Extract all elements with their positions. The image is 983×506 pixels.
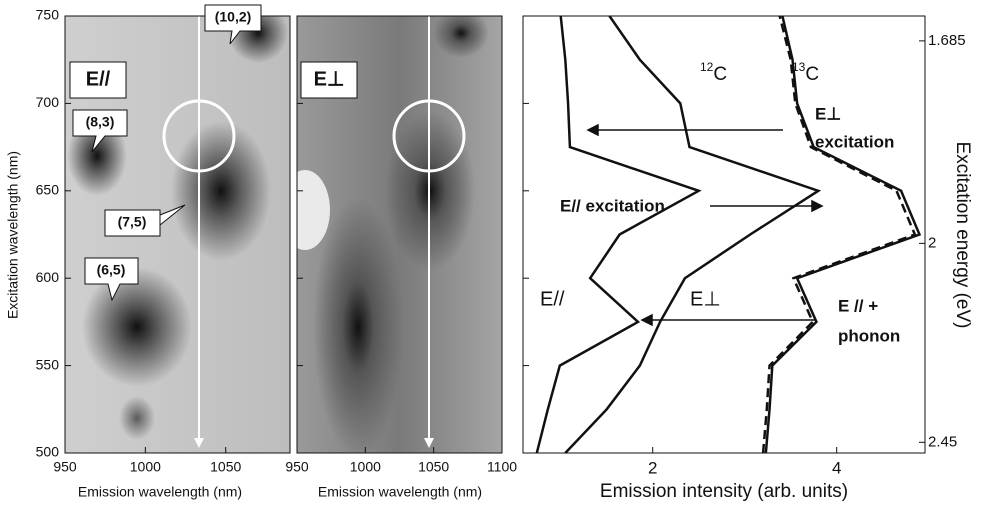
x-tick-label: 1050 (418, 459, 449, 475)
isotope-label: 13C (792, 60, 819, 85)
x-tick-label: 950 (53, 459, 77, 475)
x-tick-label: 1000 (130, 459, 161, 475)
annotation: (7,5) (118, 214, 147, 230)
annotation: (10,2) (215, 9, 252, 25)
x-tick-label: 1000 (350, 459, 381, 475)
annotation: excitation (815, 132, 894, 151)
x-tick-label: 1100 (487, 459, 517, 475)
panel-label: E⊥ (314, 68, 345, 90)
spectrum-line (564, 15, 822, 454)
curve-label: E⊥ (690, 288, 721, 310)
y-tick-label: 650 (36, 182, 60, 198)
x-tick-label: 1050 (210, 459, 241, 475)
plot-frame (522, 15, 926, 454)
y-tick-label: 700 (36, 94, 60, 110)
y2-axis-label: Excitation energy (eV) (952, 142, 973, 329)
annotation-boxes (69, 4, 358, 302)
annotation: E// excitation (560, 196, 665, 215)
x-tick-label: 4 (832, 458, 841, 477)
spectrum-line (764, 15, 922, 454)
annotation: E⊥ (815, 104, 841, 123)
arrows (586, 123, 824, 327)
x-axis-label: Emission wavelength (nm) (318, 484, 482, 500)
y-axis-label: Excitation wavelength (nm) (5, 151, 21, 319)
y-tick-label: 750 (36, 7, 60, 23)
x-axis-label: Emission wavelength (nm) (78, 484, 242, 500)
panel-label: E// (86, 68, 111, 90)
plot-frame (64, 15, 291, 454)
x-tick-label: 950 (285, 459, 309, 475)
plot-frame (296, 15, 503, 454)
annotation: phonon (838, 326, 900, 345)
isotope-label: 12C (700, 60, 727, 85)
annotation: E // + (838, 296, 878, 315)
spectrum-line (535, 15, 702, 454)
x-axis-label: Emission intensity (arb. units) (600, 481, 848, 502)
y-tick-label: 500 (36, 444, 60, 460)
x-tick-label: 2 (648, 458, 657, 477)
curve-label: E// (540, 288, 565, 310)
y2-tick-label: 2.45 (928, 433, 957, 450)
spectrum-line (761, 15, 917, 454)
y-tick-label: 550 (36, 356, 60, 372)
y2-tick-label: 2 (928, 234, 936, 251)
y2-tick-label: 1.685 (928, 32, 966, 49)
annotation: (8,3) (86, 114, 115, 130)
y-tick-label: 600 (36, 269, 60, 285)
annotation: (6,5) (97, 262, 126, 278)
